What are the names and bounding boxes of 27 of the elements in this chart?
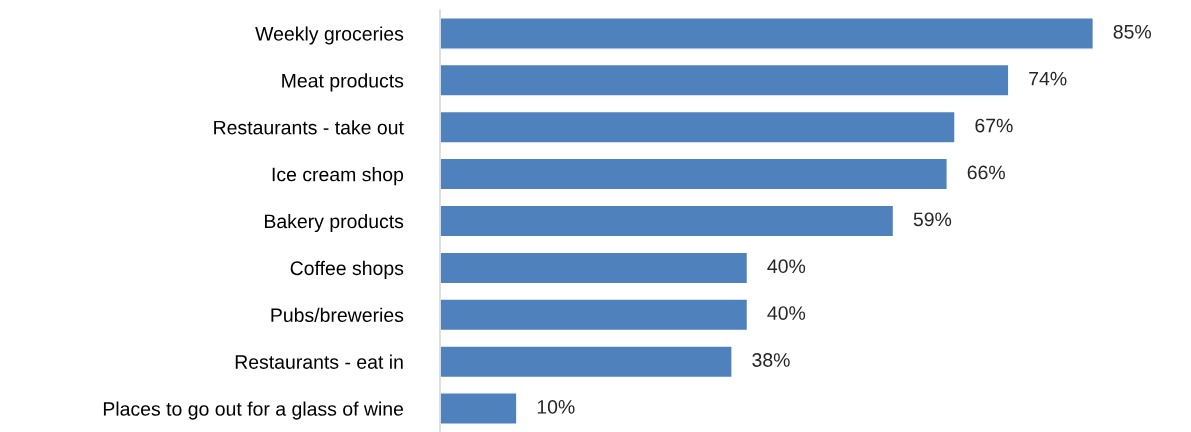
- y-tick-label: Coffee shops: [290, 260, 404, 279]
- y-tick-label: Restaurants - eat in: [235, 354, 403, 369]
- data-label: 38%: [752, 353, 790, 367]
- bar: [440, 17, 1095, 50]
- data-label: 40%: [767, 259, 806, 274]
- y-tick-label: Places to go out for a glass of wine: [103, 401, 404, 420]
- bar: [440, 392, 518, 425]
- bar: [440, 298, 749, 332]
- y-tick-label: Weekly groceries: [255, 26, 404, 45]
- data-label: 85%: [1113, 24, 1151, 39]
- data-label: 59%: [913, 212, 952, 227]
- data-label: 66%: [967, 165, 1005, 180]
- bar: [440, 110, 956, 144]
- y-tick-label: Meat products: [282, 73, 404, 92]
- bar: [440, 251, 749, 285]
- data-label: 10%: [537, 400, 575, 414]
- y-tick-label: Pubs/breweries: [271, 307, 404, 323]
- bar: [440, 345, 733, 379]
- y-tick-label: Restaurants - take out: [214, 120, 404, 135]
- y-tick-label: Ice cream shop: [272, 167, 404, 186]
- data-label: 74%: [1029, 71, 1067, 86]
- bar: [440, 63, 1010, 97]
- bar: [440, 204, 895, 238]
- bar: [440, 157, 948, 191]
- data-label: 40%: [767, 306, 806, 320]
- data-label: 67%: [975, 118, 1013, 133]
- y-tick-label: Bakery products: [264, 213, 404, 233]
